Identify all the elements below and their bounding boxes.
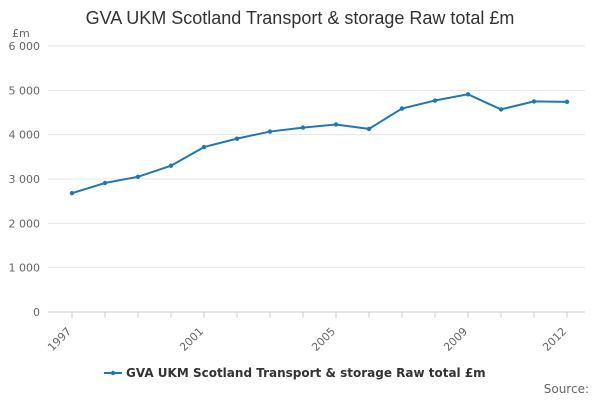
x-tick-label: 1997 bbox=[45, 325, 74, 354]
data-point bbox=[333, 122, 339, 127]
data-point bbox=[564, 99, 570, 105]
y-tick-label: 1 000 bbox=[9, 262, 41, 275]
y-tick-label: 6 000 bbox=[9, 40, 41, 53]
data-point bbox=[69, 190, 75, 196]
data-point bbox=[300, 125, 306, 130]
data-point bbox=[168, 163, 174, 168]
legend-label: GVA UKM Scotland Transport & storage Raw… bbox=[126, 366, 486, 380]
data-point bbox=[399, 106, 405, 111]
y-tick-label: 4 000 bbox=[9, 129, 41, 142]
data-point bbox=[102, 180, 108, 186]
x-tick-label: 2012 bbox=[540, 325, 569, 354]
legend-swatch-marker bbox=[110, 370, 116, 376]
data-point bbox=[498, 107, 504, 112]
data-point bbox=[432, 98, 438, 103]
chart-title: GVA UKM Scotland Transport & storage Raw… bbox=[85, 8, 515, 28]
source-label: Source: bbox=[544, 382, 589, 396]
x-tick-label: 2005 bbox=[309, 325, 338, 354]
y-tick-label: 3 000 bbox=[9, 173, 41, 186]
y-axis-unit-label: £m bbox=[12, 27, 30, 40]
data-point bbox=[135, 174, 141, 179]
data-point bbox=[234, 136, 240, 141]
data-point bbox=[531, 99, 537, 104]
data-point bbox=[366, 126, 372, 132]
y-tick-label: 5 000 bbox=[9, 84, 41, 97]
x-tick-label: 2009 bbox=[441, 325, 470, 354]
y-tick-label: 2 000 bbox=[9, 217, 41, 230]
series-line bbox=[71, 93, 568, 195]
data-point bbox=[465, 92, 471, 97]
x-tick-label: 2001 bbox=[177, 325, 206, 354]
data-point bbox=[267, 129, 273, 134]
y-tick-label: 0 bbox=[33, 306, 40, 319]
data-point bbox=[201, 144, 207, 150]
